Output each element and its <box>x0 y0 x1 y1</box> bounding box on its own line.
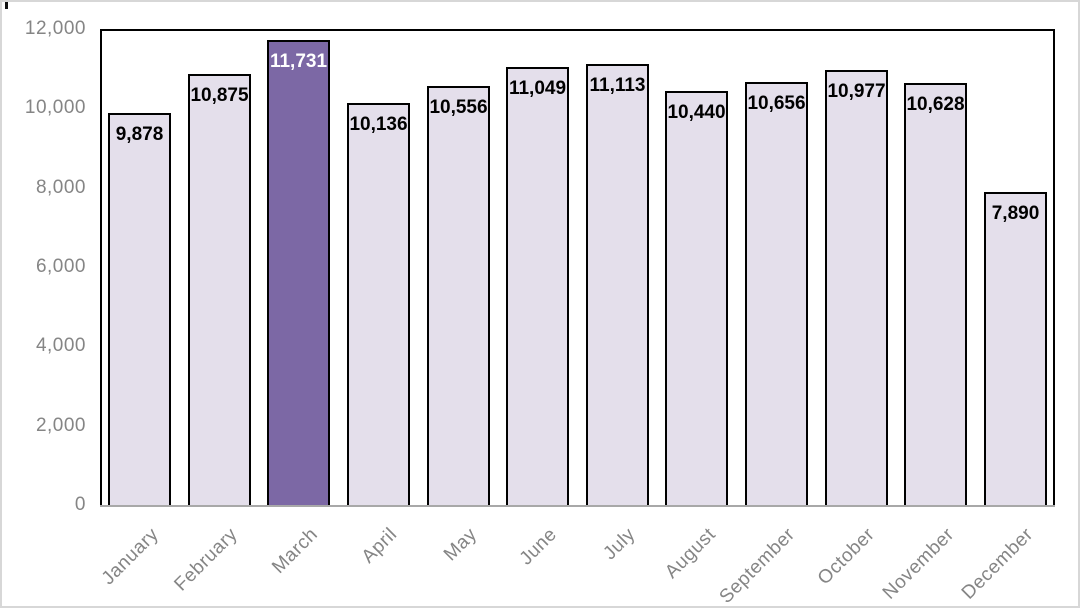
y-axis-tick-label: 12,000 <box>24 18 86 39</box>
y-axis-tick-label: 10,000 <box>24 97 86 118</box>
x-axis-label-february: February <box>170 524 242 596</box>
x-axis-label-june: June <box>515 524 561 570</box>
bar-value-label: 10,977 <box>827 81 886 102</box>
bar-february: 10,875 <box>188 74 251 505</box>
bar-value-label: 10,875 <box>190 85 249 106</box>
bar-value-label: 11,731 <box>269 51 328 72</box>
y-axis-tick-label: 6,000 <box>35 256 86 277</box>
bar-value-label: 9,878 <box>115 124 164 145</box>
bar-january: 9,878 <box>108 113 171 505</box>
x-axis-label-may: May <box>439 524 481 566</box>
x-axis-label-august: August <box>661 524 720 583</box>
x-axis-label-september: September <box>715 524 799 608</box>
x-axis-label-december: December <box>958 524 1038 604</box>
x-axis-label-november: November <box>879 524 959 604</box>
bar-july: 11,113 <box>586 64 649 505</box>
y-axis-tick-label: 4,000 <box>35 335 86 356</box>
x-axis-label-march: March <box>267 524 322 578</box>
bar-value-label: 10,656 <box>747 93 806 114</box>
bar-value-label: 7,890 <box>991 203 1040 224</box>
bar-september: 10,656 <box>745 82 808 505</box>
bar-june: 11,049 <box>506 67 569 505</box>
x-axis-label-october: October <box>813 524 879 590</box>
bar-value-label: 10,556 <box>429 97 488 118</box>
bar-value-label: 11,113 <box>589 75 646 96</box>
y-axis-tick-label: 2,000 <box>35 415 86 436</box>
x-axis-label-july: July <box>599 524 640 565</box>
bar-october: 10,977 <box>825 70 888 505</box>
x-axis-baseline <box>100 505 1055 507</box>
bar-march: 11,731 <box>267 40 330 505</box>
plot-area-border <box>100 29 1055 505</box>
y-axis-tick-label: 0 <box>74 494 86 515</box>
bar-april: 10,136 <box>347 103 410 505</box>
bar-august: 10,440 <box>665 91 728 505</box>
screen-corner-artifact <box>5 2 8 9</box>
bar-december: 7,890 <box>984 192 1047 505</box>
bar-value-label: 10,628 <box>906 94 965 115</box>
bar-value-label: 10,136 <box>349 114 408 135</box>
y-axis-tick-label: 8,000 <box>35 177 86 198</box>
bar-november: 10,628 <box>904 83 967 505</box>
x-axis-label-january: January <box>97 524 163 590</box>
x-axis-label-april: April <box>358 524 402 568</box>
bar-value-label: 11,049 <box>508 78 567 99</box>
bar-value-label: 10,440 <box>667 102 726 123</box>
bar-may: 10,556 <box>427 86 490 505</box>
